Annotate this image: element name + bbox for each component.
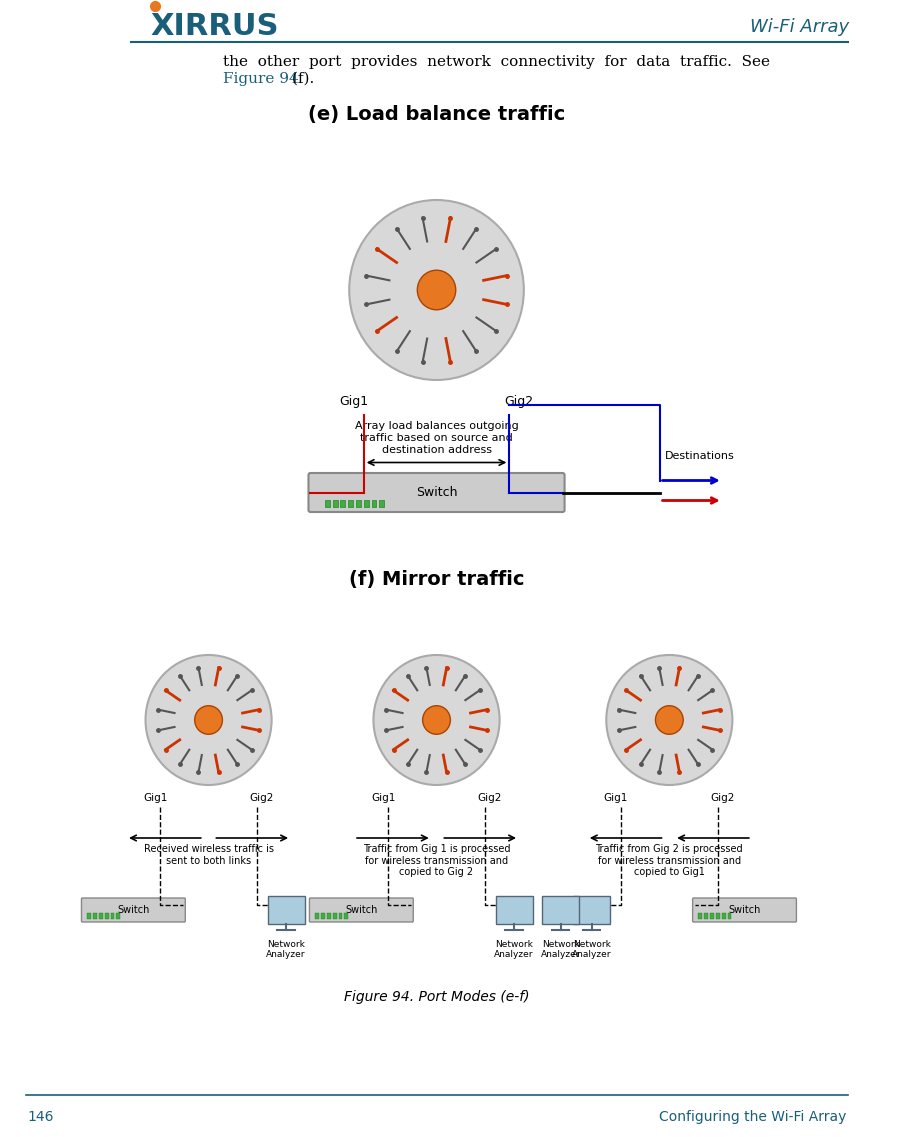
Bar	[268, 896, 305, 924]
Text: (f) Mirror traffic: (f) Mirror traffic	[349, 570, 524, 589]
Text: Destinations: Destinations	[665, 450, 734, 460]
Text: Switch: Switch	[415, 485, 458, 499]
Bar	[727, 913, 732, 919]
Text: Array load balances outgoing
traffic based on source and
destination address: Array load balances outgoing traffic bas…	[355, 422, 518, 455]
Circle shape	[145, 655, 271, 785]
Bar	[87, 913, 91, 919]
Bar	[496, 896, 532, 924]
Bar	[339, 913, 342, 919]
Bar	[332, 500, 338, 507]
Text: (f).: (f).	[287, 72, 314, 86]
Text: Gig2: Gig2	[250, 792, 274, 803]
Bar	[116, 913, 121, 919]
Circle shape	[606, 655, 733, 785]
Circle shape	[195, 706, 223, 735]
Text: Figure 94: Figure 94	[223, 72, 299, 86]
Circle shape	[655, 706, 683, 735]
Bar	[344, 913, 349, 919]
Bar	[722, 913, 725, 919]
Bar	[325, 500, 330, 507]
Circle shape	[350, 200, 523, 380]
Bar	[705, 913, 708, 919]
Bar	[356, 500, 361, 507]
Bar	[371, 500, 377, 507]
Bar	[99, 913, 103, 919]
Text: Network
Analyzer: Network Analyzer	[572, 940, 612, 960]
Bar	[341, 500, 345, 507]
Text: XIRRUS: XIRRUS	[150, 13, 278, 41]
Text: Switch: Switch	[345, 905, 378, 915]
Bar	[321, 913, 325, 919]
Bar	[327, 913, 331, 919]
Text: Traffic from Gig 1 is processed
for wireless transmission and
copied to Gig 2: Traffic from Gig 1 is processed for wire…	[363, 844, 510, 878]
Circle shape	[374, 655, 499, 785]
Bar	[379, 500, 384, 507]
Text: Network
Analyzer: Network Analyzer	[495, 940, 534, 960]
Circle shape	[423, 706, 450, 735]
Bar	[573, 896, 610, 924]
Bar	[332, 913, 337, 919]
Text: Configuring the Wi-Fi Array: Configuring the Wi-Fi Array	[660, 1110, 847, 1124]
Bar	[93, 913, 97, 919]
Bar	[364, 500, 369, 507]
Text: Switch: Switch	[728, 905, 760, 915]
Text: (e) Load balance traffic: (e) Load balance traffic	[308, 105, 565, 124]
Bar	[716, 913, 720, 919]
Text: Traffic from Gig 2 is processed
for wireless transmission and
copied to Gig1: Traffic from Gig 2 is processed for wire…	[596, 844, 743, 878]
FancyBboxPatch shape	[693, 898, 796, 922]
Text: Received wireless traffic is
sent to both links: Received wireless traffic is sent to bot…	[143, 844, 274, 865]
Text: the  other  port  provides  network  connectivity  for  data  traffic.  See: the other port provides network connecti…	[223, 55, 770, 69]
Text: Network
Analyzer: Network Analyzer	[541, 940, 580, 960]
Text: 146: 146	[27, 1110, 54, 1124]
Bar	[111, 913, 114, 919]
Bar	[710, 913, 714, 919]
FancyBboxPatch shape	[309, 898, 414, 922]
Bar	[542, 896, 579, 924]
FancyBboxPatch shape	[81, 898, 186, 922]
Circle shape	[417, 271, 456, 309]
Text: Figure 94. Port Modes (e-f): Figure 94. Port Modes (e-f)	[344, 990, 529, 1004]
Bar	[349, 500, 353, 507]
Text: Gig2: Gig2	[478, 792, 502, 803]
Text: Gig1: Gig1	[143, 792, 168, 803]
Text: Gig1: Gig1	[604, 792, 628, 803]
FancyBboxPatch shape	[308, 473, 565, 512]
Text: Switch: Switch	[117, 905, 150, 915]
Text: Wi-Fi Array: Wi-Fi Array	[750, 18, 849, 36]
Bar	[315, 913, 319, 919]
Text: Gig2: Gig2	[505, 395, 533, 408]
Bar	[105, 913, 109, 919]
Text: Gig1: Gig1	[340, 395, 369, 408]
Text: Network
Analyzer: Network Analyzer	[267, 940, 306, 960]
Text: Gig2: Gig2	[711, 792, 735, 803]
Bar	[698, 913, 702, 919]
Text: Gig1: Gig1	[371, 792, 396, 803]
